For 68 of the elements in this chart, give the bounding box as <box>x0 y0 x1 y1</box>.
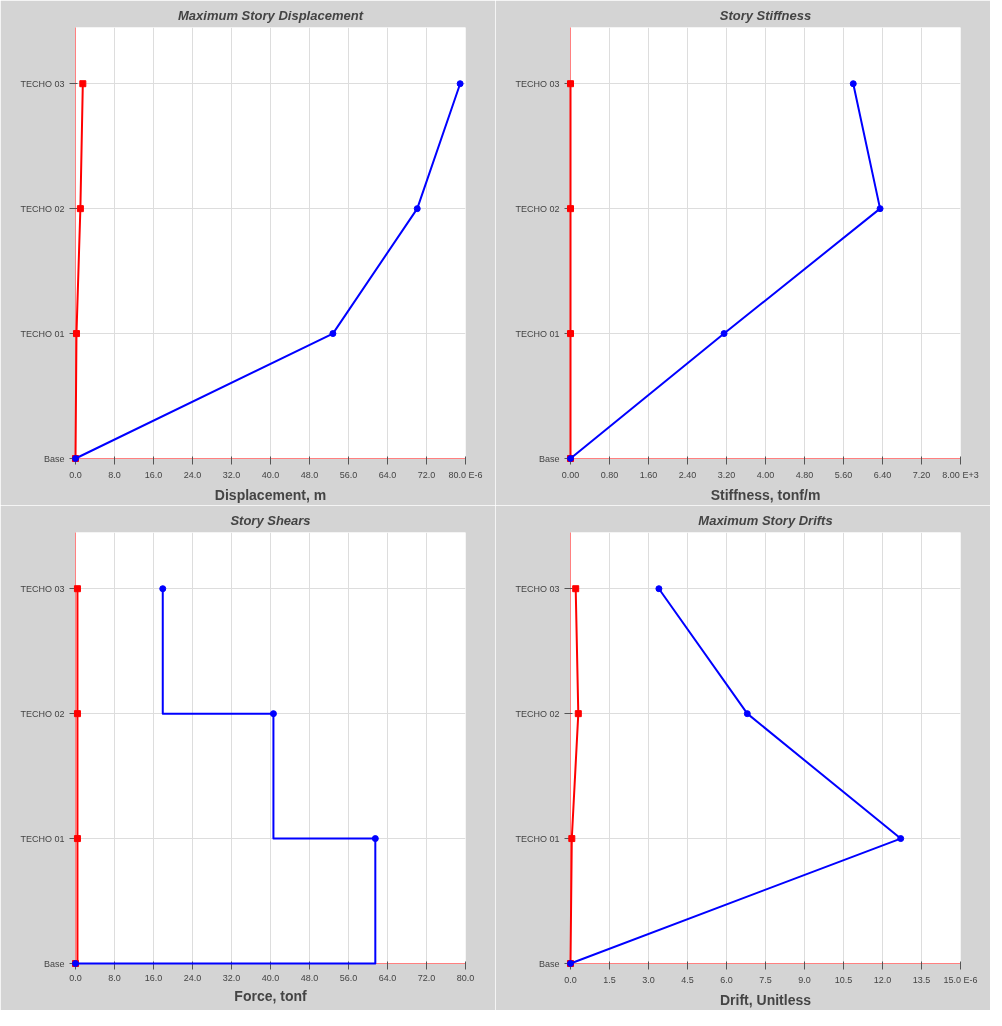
x-tick-label: 24.0 <box>183 469 202 480</box>
chart-title: Maximum Story Displacement <box>178 7 364 23</box>
x-tick-label: 32.0 <box>222 972 241 983</box>
y-tick-label: TECHO 01 <box>515 328 560 339</box>
x-tick-label: 5.60 <box>834 469 853 480</box>
x-tick-label: 0.0 <box>564 974 577 985</box>
x-tick-label: 8.0 <box>108 972 121 983</box>
y-tick-label: Base <box>43 958 65 969</box>
y-tick-label: TECHO 03 <box>515 78 560 89</box>
x-tick-label: 6.0 <box>720 974 733 985</box>
x-tick-label: 32.0 <box>222 469 241 480</box>
x-tick-label: 64.0 <box>378 469 397 480</box>
x-tick-label: 0.80 <box>600 469 619 480</box>
x-tick-label: 10.5 <box>834 974 853 985</box>
x-tick-label: 1.60 <box>639 469 658 480</box>
x-tick-label: 72.0 <box>417 972 436 983</box>
x-tick-label: 64.0 <box>378 972 397 983</box>
x-tick-label: 4.00 <box>756 469 775 480</box>
y-tick-label: TECHO 03 <box>515 583 560 594</box>
y-tick-label: TECHO 03 <box>20 583 65 594</box>
x-tick-label: 7.5 <box>759 974 772 985</box>
x-tick-label: 0.0 <box>69 972 82 983</box>
x-tick-label: 16.0 <box>144 972 163 983</box>
x-tick-label: 0.00 <box>561 469 580 480</box>
y-tick-label: TECHO 01 <box>20 328 65 339</box>
x-tick-label: 8.00 E+3 <box>942 469 979 480</box>
x-tick-label: 80.0 <box>456 972 475 983</box>
x-tick-label: 6.40 <box>873 469 892 480</box>
x-tick-label: 4.5 <box>681 974 694 985</box>
y-tick-label: TECHO 01 <box>515 833 560 844</box>
x-tick-label: 4.80 <box>795 469 814 480</box>
x-tick-label: 15.0 E-6 <box>943 974 978 985</box>
x-axis-title: Stiffness, tonf/m <box>710 486 821 503</box>
y-tick-label: TECHO 02 <box>515 203 560 214</box>
x-tick-label: 13.5 <box>912 974 931 985</box>
x-tick-label: 72.0 <box>417 469 436 480</box>
x-tick-label: 7.20 <box>912 469 931 480</box>
x-tick-label: 56.0 <box>339 972 358 983</box>
x-tick-label: 12.0 <box>873 974 892 985</box>
chart-title: Story Stiffness <box>719 7 812 23</box>
x-axis-title: Displacement, m <box>214 486 327 503</box>
x-tick-label: 80.0 E-6 <box>448 469 483 480</box>
y-tick-label: TECHO 02 <box>515 708 560 719</box>
x-tick-label: 0.0 <box>69 469 82 480</box>
chart-title: Story Shears <box>230 512 311 528</box>
chart-title: Maximum Story Drifts <box>698 512 833 528</box>
x-tick-label: 9.0 <box>798 974 811 985</box>
x-tick-label: 2.40 <box>678 469 697 480</box>
y-tick-label: TECHO 03 <box>20 78 65 89</box>
x-axis-title: Drift, Unitless <box>719 991 812 1008</box>
y-tick-label: TECHO 02 <box>20 708 65 719</box>
y-tick-label: Base <box>538 958 560 969</box>
x-tick-label: 24.0 <box>183 972 202 983</box>
x-tick-label: 3.20 <box>717 469 736 480</box>
y-tick-label: Base <box>538 453 560 464</box>
y-tick-label: TECHO 01 <box>20 833 65 844</box>
x-tick-label: 56.0 <box>339 469 358 480</box>
x-tick-label: 40.0 <box>261 972 280 983</box>
x-tick-label: 40.0 <box>261 469 280 480</box>
x-tick-label: 1.5 <box>603 974 616 985</box>
x-tick-label: 48.0 <box>300 972 319 983</box>
x-axis-title: Force, tonf <box>234 987 307 1004</box>
y-tick-label: Base <box>43 453 65 464</box>
y-tick-label: TECHO 02 <box>20 203 65 214</box>
x-tick-label: 48.0 <box>300 469 319 480</box>
x-tick-label: 16.0 <box>144 469 163 480</box>
x-tick-label: 8.0 <box>108 469 121 480</box>
x-tick-label: 3.0 <box>642 974 655 985</box>
